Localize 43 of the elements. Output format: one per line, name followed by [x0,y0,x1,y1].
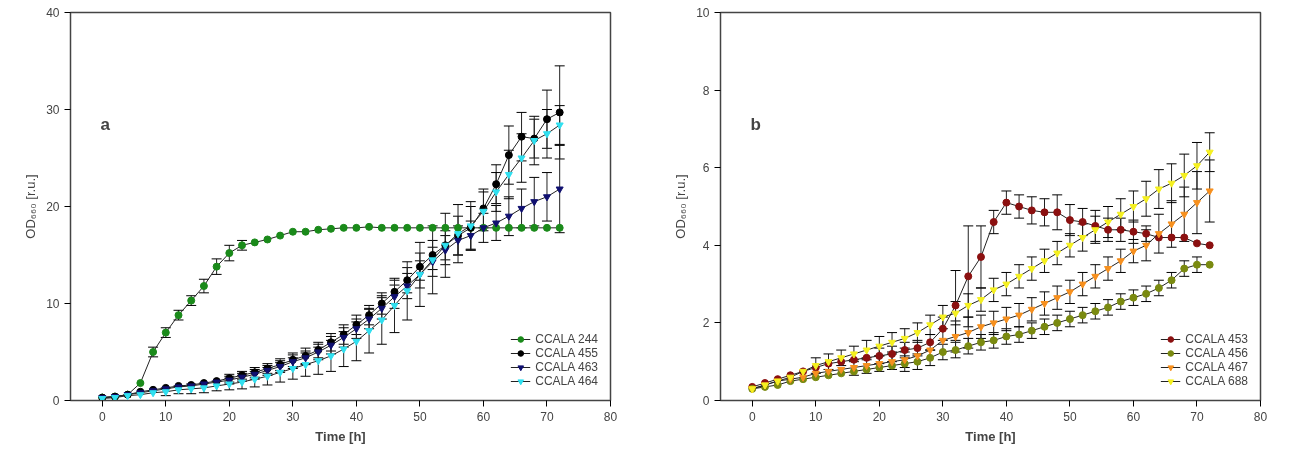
x-tick-label: 10 [159,409,173,424]
x-tick-label: 40 [349,409,364,424]
x-tick-label: 80 [1253,409,1268,424]
x-tick-label: 20 [222,409,237,424]
legend-label: CCALA 456 [1185,346,1248,360]
x-tick-label: 20 [872,409,887,424]
legend-label: CCALA 467 [1185,360,1248,374]
x-tick-label: 50 [1063,409,1077,424]
legend-label: CCALA 464 [535,374,598,388]
legend-label: CCALA 453 [1185,332,1248,346]
x-tick-label: 0 [748,409,756,424]
y-axis-title: OD₆₆₀ [r.u.] [23,174,39,239]
legend-label: CCALA 244 [535,332,598,346]
legend-label: CCALA 463 [535,360,598,374]
y-tick-label: 6 [702,161,710,176]
x-tick-label: 30 [936,409,950,424]
annotation: a [100,114,111,134]
x-tick-label: 30 [286,409,300,424]
x-axis-title: Time [h] [965,428,1016,444]
x-tick-label: 40 [999,409,1014,424]
legend-label: CCALA 688 [1185,374,1248,388]
x-tick-label: 0 [98,409,106,424]
y-tick-label: 30 [46,103,60,117]
x-tick-label: 60 [1126,409,1141,424]
y-tick-label: 8 [702,83,710,98]
x-tick-label: 10 [809,409,823,424]
x-tick-label: 80 [603,409,618,424]
x-tick-label: 70 [540,409,554,424]
x-tick-label: 70 [1190,409,1204,424]
y-tick-label: 0 [702,394,710,408]
y-tick-label: 40 [46,6,60,20]
y-tick-label: 2 [702,316,710,331]
legend-label: CCALA 455 [535,346,598,360]
y-tick-label: 0 [52,394,60,408]
y-tick-label: 10 [696,6,710,20]
y-tick-label: 4 [702,238,710,253]
y-tick-label: 20 [46,200,60,214]
y-axis-title: OD₆₆₀ [r.u.] [673,174,689,239]
x-axis-title: Time [h] [315,428,366,444]
y-tick-label: 10 [46,297,60,311]
annotation: b [750,114,761,134]
x-tick-label: 50 [413,409,427,424]
x-tick-label: 60 [476,409,491,424]
